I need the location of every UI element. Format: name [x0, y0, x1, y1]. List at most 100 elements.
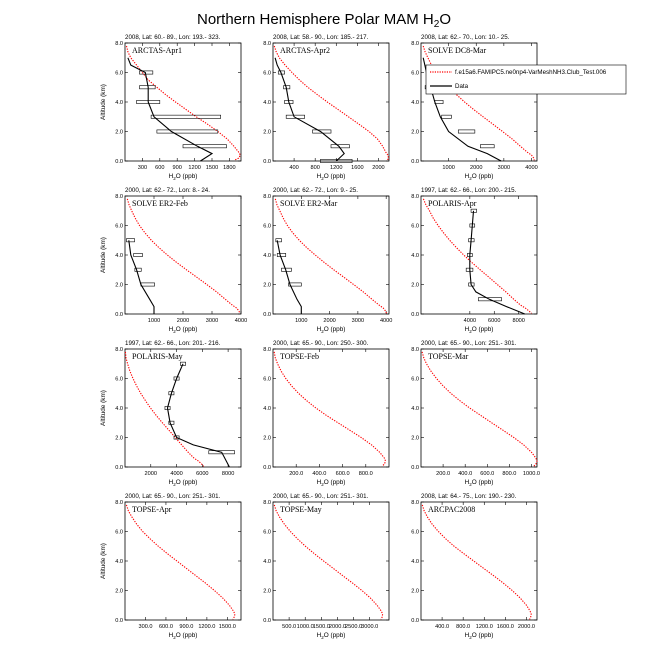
plot-frame — [124, 42, 242, 162]
plot-frame — [272, 195, 390, 315]
figure-title-subscript: 2 — [434, 19, 440, 30]
x-axis-label-end: O (ppb) — [324, 479, 346, 486]
x-tick-label: 1200.0 — [476, 624, 493, 630]
y-tick-label: 0.0 — [411, 312, 419, 318]
data-range-box — [139, 70, 154, 75]
x-tick-label: 800 — [311, 165, 320, 171]
y-tick-label: 4.0 — [263, 253, 271, 259]
y-tick-label: 8.0 — [411, 347, 419, 353]
y-tick-label: 2.0 — [411, 283, 419, 289]
x-axis-label-main: H — [317, 479, 322, 486]
model-profile-line — [422, 198, 532, 314]
x-tick-label: 2000.0 — [518, 624, 535, 630]
campaign-label: ARCTAS-Apr2 — [280, 46, 330, 55]
y-tick-label: 6.0 — [115, 224, 123, 230]
x-axis-label-subscript: 2 — [173, 176, 176, 181]
panel-subtitle: 2008, Lat: 62.- 70., Lon: 10.- 25. — [421, 34, 510, 41]
y-tick-label: 8.0 — [411, 41, 419, 47]
plot-frame — [420, 195, 538, 315]
y-tick-label: 2.0 — [263, 130, 271, 136]
plot-frame — [272, 501, 390, 621]
panel-subtitle: 2000, Lat: 65.- 90., Lon: 251.- 301. — [421, 340, 517, 347]
x-tick-label: 4000 — [525, 165, 537, 171]
figure-title-end: O — [439, 11, 451, 28]
campaign-label: ARCTAS-Apr1 — [132, 46, 182, 55]
data-range-box — [434, 100, 444, 104]
x-tick-label: 800.0 — [456, 624, 470, 630]
data-range-box — [156, 129, 219, 134]
panel-subtitle: 2000, Lat: 62.- 72., Lon: 9.- 25. — [273, 187, 358, 194]
plot-frame — [420, 42, 538, 162]
campaign-label: SOLVE ER2-Feb — [132, 199, 188, 208]
panel-9: 2000, Lat: 65.- 90., Lon: 251.- 301. 0.0 2… — [411, 340, 540, 487]
y-tick-label: 2.0 — [115, 589, 123, 595]
x-axis-label-end: O (ppb) — [324, 173, 346, 180]
data-range-box — [173, 435, 180, 440]
model-profile-line — [273, 351, 387, 467]
data-range-box — [180, 361, 186, 366]
data-range-box — [134, 267, 142, 272]
x-axis-label: H2O (ppb) — [465, 632, 494, 640]
y-tick-label: 8.0 — [115, 194, 123, 200]
x-axis-label-subscript: 2 — [469, 329, 472, 334]
x-tick-label: 2000 — [145, 471, 157, 477]
y-tick-label: 4.0 — [263, 100, 271, 106]
figure-title-main: Northern Hemisphere Polar MAM H — [197, 11, 434, 28]
x-axis-label-end: O (ppb) — [176, 632, 198, 639]
x-axis-label: H2O (ppb) — [317, 632, 346, 640]
x-tick-label: 1200 — [330, 165, 342, 171]
legend: f.e15a6.FAMIPC5.ne0np4-VarMeshNH3.Club_T… — [425, 64, 627, 95]
x-tick-label: 1000 — [442, 165, 454, 171]
y-tick-label: 6.0 — [411, 224, 419, 230]
x-tick-label: 400.0 — [458, 471, 472, 477]
x-tick-label: 1200 — [188, 165, 200, 171]
campaign-label: TOPSE-Apr — [132, 505, 172, 514]
panel-12: 2008, Lat: 64.- 75., Lon: 190.- 230. 0.0 2… — [411, 493, 538, 640]
x-tick-label: 600 — [155, 165, 164, 171]
x-tick-label: 3000 — [352, 318, 364, 324]
y-tick-label: 6.0 — [115, 530, 123, 536]
data-range-box — [139, 85, 156, 90]
model-profile-line — [274, 198, 388, 314]
x-tick-label: 2000 — [323, 318, 335, 324]
x-axis-label: H2O (ppb) — [465, 326, 494, 334]
y-tick-label: 0.0 — [115, 312, 123, 318]
x-tick-label: 4000 — [235, 318, 247, 324]
panel-subtitle: 2000, Lat: 62.- 72., Lon: 8.- 24. — [125, 187, 210, 194]
y-tick-label: 8.0 — [115, 347, 123, 353]
y-tick-label: 0.0 — [115, 465, 123, 471]
x-tick-label: 4000 — [380, 318, 392, 324]
data-range-box — [133, 253, 143, 257]
x-tick-label: 400 — [289, 165, 298, 171]
y-axis-label: Altitude (km) — [100, 390, 107, 426]
y-tick-label: 4.0 — [115, 100, 123, 106]
x-axis-label: H2O (ppb) — [317, 173, 346, 181]
panel-6: 1997, Lat: 62.- 66., Lon: 200.- 215. 0.0 2… — [411, 187, 538, 334]
x-axis-label: H2O (ppb) — [317, 479, 346, 487]
y-tick-label: 2.0 — [411, 589, 419, 595]
model-profile-line — [124, 351, 205, 467]
campaign-label: POLARIS-Apr — [428, 199, 477, 208]
data-range-box — [182, 144, 227, 149]
data-range-box — [208, 450, 235, 455]
y-tick-label: 0.0 — [115, 159, 123, 165]
x-tick-label: 8000 — [512, 318, 524, 324]
x-tick-label: 3000 — [498, 165, 510, 171]
y-tick-label: 6.0 — [115, 71, 123, 77]
x-axis-label-end: O (ppb) — [472, 173, 494, 180]
model-profile-line — [273, 45, 390, 161]
y-tick-label: 8.0 — [263, 41, 271, 47]
panel-subtitle: 2000, Lat: 65.- 90., Lon: 251.- 301. — [273, 493, 369, 500]
data-range-box — [140, 282, 155, 287]
y-tick-label: 2.0 — [115, 130, 123, 136]
y-tick-label: 4.0 — [115, 406, 123, 412]
x-axis-label-subscript: 2 — [321, 635, 324, 640]
x-axis-label-end: O (ppb) — [324, 632, 346, 639]
x-axis-label-subscript: 2 — [173, 482, 176, 487]
y-tick-label: 8.0 — [263, 347, 271, 353]
x-tick-label: 4000 — [170, 471, 182, 477]
x-axis-label-main: H — [169, 632, 174, 639]
data-range-box — [275, 238, 282, 243]
data-range-box — [457, 129, 476, 134]
campaign-label: ARCPAC2008 — [428, 505, 475, 514]
